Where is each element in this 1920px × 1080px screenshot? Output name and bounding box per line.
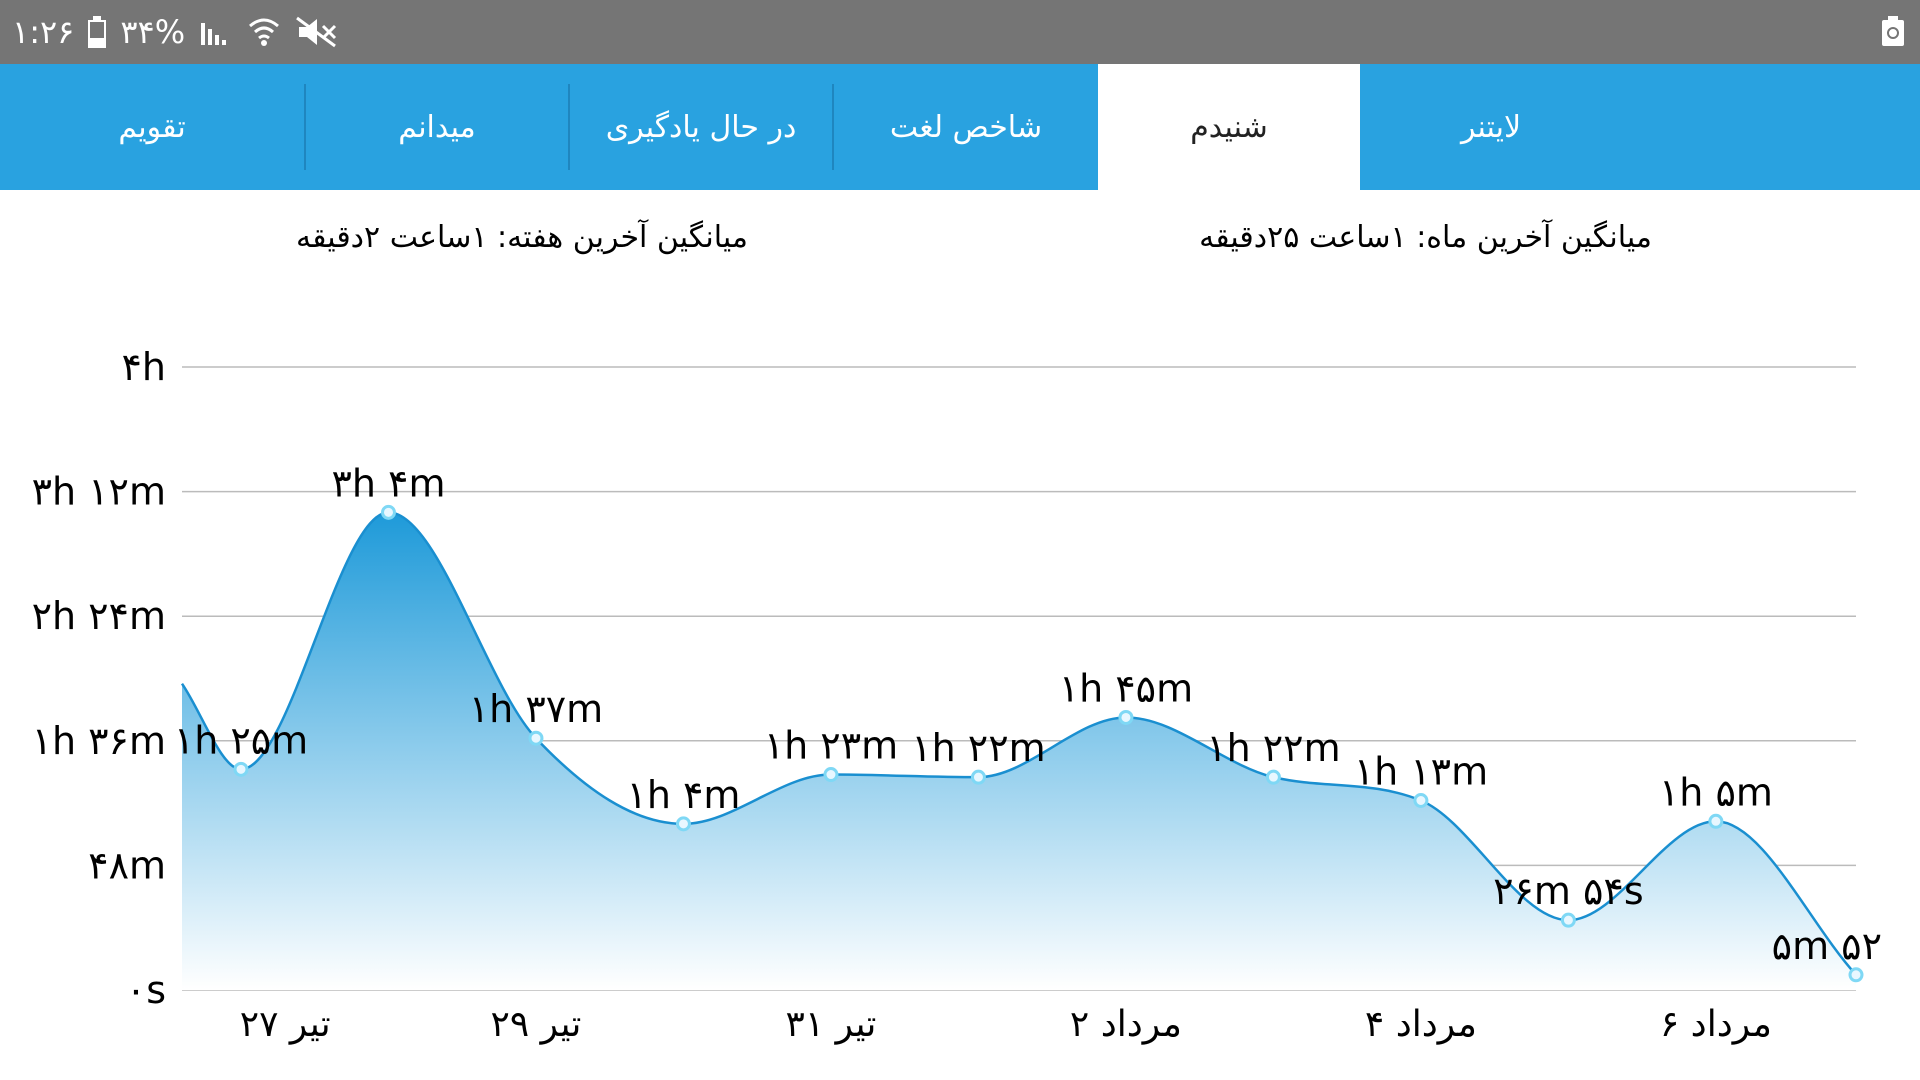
signal-icon xyxy=(199,17,233,47)
data-label: ۱h ۳۷m xyxy=(469,687,603,731)
data-label: ۱h ۲۲m xyxy=(911,726,1045,770)
data-label: ۱h ۵m xyxy=(1659,770,1773,814)
tab-label: میدانم xyxy=(398,109,476,145)
y-tick-label: ۱h ۳۶m xyxy=(32,719,166,763)
status-time: ۱:۲۶ xyxy=(12,13,75,51)
tab-heard[interactable]: شنیدم xyxy=(1098,64,1360,190)
x-tick-label: ۴ مرداد xyxy=(1365,1004,1477,1045)
battery-percent: ۳۴% xyxy=(120,13,186,51)
battery-icon xyxy=(88,16,107,48)
tab-bar: تقویم میدانم در حال یادگیری شاخص لغت شنی… xyxy=(0,64,1920,190)
study-time-chart: ۰s ۴۸m ۱h ۳۶m ۲h ۲۴m ۳h ۱۲m ۴h ۲۷ تیر ۲۹ تیر ۳۱ … xyxy=(32,345,1882,1045)
tab-divider xyxy=(304,84,306,170)
data-point xyxy=(823,767,839,783)
data-point xyxy=(1413,793,1429,809)
data-point xyxy=(675,816,691,832)
tab-divider xyxy=(832,84,834,170)
status-left-group: ۱:۲۶ ۳۴% xyxy=(12,10,339,54)
data-label: ۱h ۱۳m xyxy=(1354,750,1488,794)
wifi-icon xyxy=(247,16,281,48)
status-bar: ۱:۲۶ ۳۴% xyxy=(0,0,1920,64)
tab-calendar[interactable]: تقویم xyxy=(0,64,304,190)
data-point xyxy=(1265,769,1281,785)
data-point xyxy=(380,504,396,520)
x-tick-label: ۳۱ تیر xyxy=(786,1004,877,1045)
data-label: ۳h ۴m xyxy=(331,461,445,505)
x-tick-label: ۲ مرداد xyxy=(1070,1004,1182,1045)
tab-divider xyxy=(568,84,570,170)
data-point xyxy=(1708,813,1724,829)
data-label: ۲۶m ۵۴s xyxy=(1493,869,1644,913)
data-label: ۱h ۴m xyxy=(626,773,740,817)
data-point xyxy=(1848,967,1864,983)
x-tick-label: ۲۷ تیر xyxy=(240,1004,331,1045)
tab-label: تقویم xyxy=(118,109,186,145)
tab-learning[interactable]: در حال یادگیری xyxy=(570,64,832,190)
tab-known[interactable]: میدانم xyxy=(306,64,568,190)
data-label: ۵m ۵۲ xyxy=(1772,924,1882,968)
tab-label: در حال یادگیری xyxy=(605,109,797,145)
data-point xyxy=(233,761,249,777)
data-label: ۱h ۴۵m xyxy=(1059,666,1193,710)
y-tick-label: ۳h ۱۲m xyxy=(32,470,166,514)
mute-icon xyxy=(295,16,339,48)
tab-label: شنیدم xyxy=(1190,109,1268,145)
data-point xyxy=(528,730,544,746)
tab-word-index[interactable]: شاخص لغت xyxy=(834,64,1098,190)
y-tick-label: ۰s xyxy=(126,968,166,1012)
data-point xyxy=(970,769,986,785)
week-average-text: میانگین آخرین هفته: ۱ساعت ۲دقیقه xyxy=(296,220,748,255)
x-tick-label: ۶ مرداد xyxy=(1660,1004,1772,1045)
recycle-icon xyxy=(1880,14,1906,48)
y-tick-label: ۴h xyxy=(122,345,167,389)
tab-label: شاخص لغت xyxy=(889,109,1043,145)
data-point xyxy=(1118,709,1134,725)
data-label: ۱h ۲۲m xyxy=(1206,726,1340,770)
data-label: ۱h ۲۵m xyxy=(174,718,308,762)
y-tick-label: ۴۸m xyxy=(88,843,166,887)
data-point xyxy=(1560,912,1576,928)
tab-label: لایتنر xyxy=(1460,109,1522,145)
tab-leitner[interactable]: لایتنر xyxy=(1360,64,1622,190)
chart-area xyxy=(182,512,1856,990)
x-tick-label: ۲۹ تیر xyxy=(491,1004,582,1045)
month-average-text: میانگین آخرین ماه: ۱ساعت ۲۵دقیقه xyxy=(1199,220,1652,255)
y-tick-label: ۲h ۲۴m xyxy=(32,594,166,638)
data-label: ۱h ۲۳m xyxy=(764,724,898,768)
